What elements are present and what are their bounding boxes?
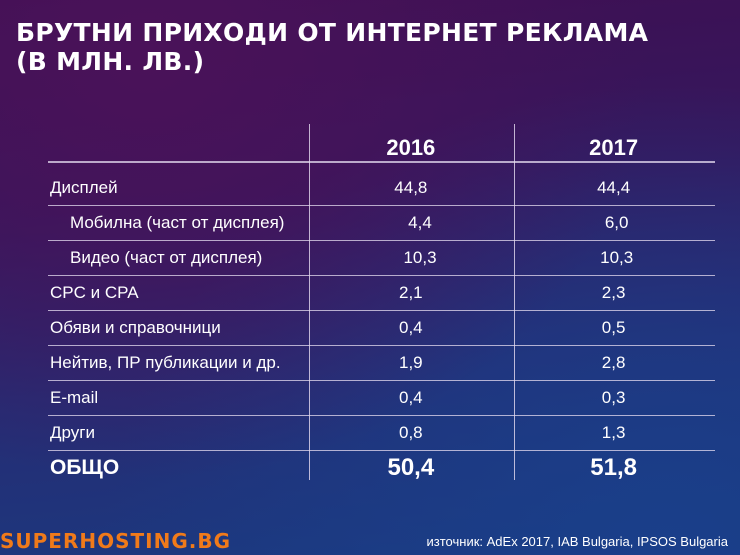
value-2017: 44,4: [597, 177, 631, 197]
value-2016: 2,1: [399, 282, 423, 302]
title-line-1: БРУТНИ ПРИХОДИ ОТ ИНТЕРНЕТ РЕКЛАМА: [16, 18, 649, 47]
row-label: Нейтив, ПР публикации и др.: [50, 352, 281, 372]
value-2017: 10,3: [600, 247, 634, 267]
total-2017: 51,8: [590, 453, 637, 481]
row-label: Дисплей: [50, 177, 118, 197]
value-2016: 0,4: [399, 317, 423, 337]
value-2017: 2,8: [601, 352, 626, 372]
table-row: CPC и CPA 2,1 2,3: [48, 275, 715, 310]
row-label: CPC и CPA: [50, 282, 139, 302]
row-label: Мобилна (част от дисплея): [70, 212, 285, 232]
value-2016: 44,8: [394, 177, 428, 197]
row-divider: [48, 275, 715, 276]
table-row: E-mail 0,4 0,3: [48, 380, 715, 415]
row-label: E-mail: [50, 387, 99, 407]
value-2017: 0,3: [601, 387, 626, 407]
value-2017: 2,3: [601, 282, 626, 302]
slide-title: БРУТНИ ПРИХОДИ ОТ ИНТЕРНЕТ РЕКЛАМА (В МЛ…: [16, 18, 648, 76]
value-2016: 1,9: [399, 352, 423, 372]
value-2017: 1,3: [601, 422, 626, 442]
header-2017: 2017: [589, 134, 639, 160]
header-2016: 2016: [386, 134, 436, 160]
value-2016: 10,3: [403, 247, 437, 267]
row-divider: [48, 415, 715, 416]
column-divider: [514, 124, 515, 480]
table-row: Обяви и справочници 0,4 0,5: [48, 310, 715, 345]
row-label: Обяви и справочници: [50, 317, 221, 337]
value-2016: 0,4: [399, 387, 423, 407]
value-2017: 6,0: [604, 212, 629, 232]
row-divider: [48, 240, 715, 241]
table-header: 2016 2017: [48, 130, 715, 165]
total-2016: 50,4: [387, 453, 435, 481]
row-divider: [48, 205, 715, 206]
column-divider: [309, 124, 310, 480]
total-label: ОБЩО: [50, 455, 120, 479]
row-label: Видео (част от дисплея): [70, 247, 263, 267]
row-divider: [48, 310, 715, 311]
table-row: Видео (част от дисплея) 10,3 10,3: [48, 240, 715, 275]
value-2017: 0,5: [601, 317, 626, 337]
table-row: Нейтив, ПР публикации и др. 1,9 2,8: [48, 345, 715, 380]
value-2016: 4,4: [408, 212, 432, 232]
row-divider: [48, 380, 715, 381]
table-row: Мобилна (част от дисплея) 4,4 6,0: [48, 205, 715, 240]
title-line-2: (В МЛН. ЛВ.): [16, 47, 205, 76]
value-2016: 0,8: [399, 422, 423, 442]
row-divider: [48, 345, 715, 346]
table-row: Други 0,8 1,3: [48, 415, 715, 450]
source-note: източник: AdEx 2017, IAB Bulgaria, IPSOS…: [426, 534, 728, 549]
row-label: Други: [50, 422, 95, 442]
brand-logo: SUPERHOSTING.BG: [0, 529, 232, 553]
total-row: ОБЩО 50,4 51,8: [48, 450, 715, 485]
row-divider: [48, 450, 715, 451]
table-row: Дисплей 44,8 44,4: [48, 170, 715, 205]
header-divider: [48, 161, 715, 163]
